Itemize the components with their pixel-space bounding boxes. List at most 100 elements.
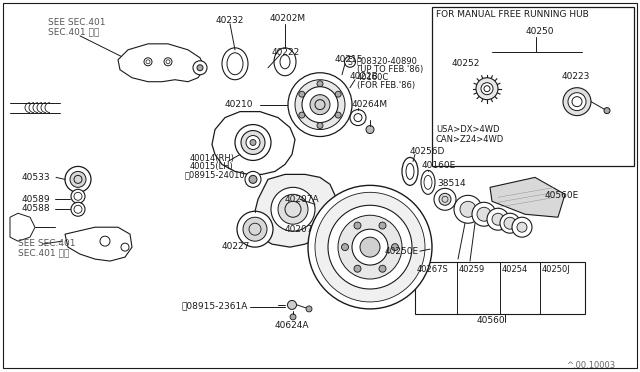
Text: 40589: 40589	[22, 195, 51, 204]
Circle shape	[360, 237, 380, 257]
Circle shape	[71, 189, 85, 203]
Text: 40207: 40207	[285, 225, 314, 234]
Text: FOR MANUAL FREE RUNNING HUB: FOR MANUAL FREE RUNNING HUB	[436, 10, 589, 19]
Circle shape	[278, 194, 308, 224]
Text: 40588: 40588	[22, 204, 51, 213]
Circle shape	[477, 207, 491, 221]
Circle shape	[492, 213, 504, 225]
Text: 40223: 40223	[562, 72, 590, 81]
Circle shape	[249, 175, 257, 183]
Circle shape	[299, 112, 305, 118]
Text: S: S	[347, 58, 352, 67]
Text: SEC.401 参照: SEC.401 参照	[48, 27, 99, 36]
Text: 40015(LH): 40015(LH)	[190, 163, 234, 171]
Circle shape	[317, 122, 323, 129]
Circle shape	[100, 236, 110, 246]
Text: 40250: 40250	[526, 27, 554, 36]
Text: (UP TO FEB.'86): (UP TO FEB.'86)	[357, 65, 423, 74]
Circle shape	[271, 187, 315, 231]
Text: 40250E: 40250E	[385, 247, 419, 256]
Polygon shape	[490, 177, 565, 217]
Circle shape	[354, 265, 361, 272]
Text: 40560: 40560	[477, 316, 506, 325]
Circle shape	[352, 229, 388, 265]
Circle shape	[302, 87, 338, 122]
Circle shape	[193, 61, 207, 75]
Circle shape	[235, 125, 271, 160]
Circle shape	[472, 202, 496, 226]
Text: Ⓢ08320-40890: Ⓢ08320-40890	[357, 57, 418, 66]
Circle shape	[500, 213, 520, 233]
Circle shape	[604, 108, 610, 113]
Text: (FOR FEB.'86): (FOR FEB.'86)	[357, 81, 415, 90]
Circle shape	[335, 112, 341, 118]
Circle shape	[338, 215, 402, 279]
Circle shape	[454, 195, 482, 223]
Circle shape	[243, 217, 267, 241]
Circle shape	[460, 201, 476, 217]
Bar	[415, 262, 585, 314]
Text: 40215: 40215	[335, 55, 364, 64]
Circle shape	[342, 244, 349, 251]
Circle shape	[392, 244, 399, 251]
Circle shape	[71, 202, 85, 216]
Circle shape	[290, 314, 296, 320]
Text: 40160C: 40160C	[357, 73, 389, 82]
Text: 40014(RH): 40014(RH)	[190, 154, 235, 163]
Circle shape	[306, 306, 312, 312]
Text: 40207A: 40207A	[285, 195, 319, 204]
Circle shape	[335, 91, 341, 97]
Circle shape	[434, 188, 456, 210]
Text: 40202M: 40202M	[270, 14, 306, 23]
Text: 40232: 40232	[216, 16, 244, 25]
Circle shape	[476, 78, 498, 100]
Text: SEE SEC.401: SEE SEC.401	[48, 18, 106, 27]
Text: 40210: 40210	[225, 100, 253, 109]
Text: 40264M: 40264M	[352, 100, 388, 109]
Text: 40533: 40533	[22, 173, 51, 182]
Text: USA>DX>4WD: USA>DX>4WD	[436, 125, 499, 134]
Polygon shape	[255, 174, 335, 247]
Circle shape	[241, 131, 265, 154]
Polygon shape	[212, 112, 295, 174]
Text: Ⓦ08915-24010: Ⓦ08915-24010	[185, 170, 246, 179]
Text: ^.00.10003: ^.00.10003	[566, 361, 615, 370]
Circle shape	[487, 208, 509, 230]
Circle shape	[317, 81, 323, 87]
Circle shape	[517, 222, 527, 232]
Polygon shape	[65, 227, 132, 261]
Text: 4022B: 4022B	[350, 72, 379, 81]
Text: 40624A: 40624A	[275, 321, 310, 330]
Circle shape	[315, 192, 425, 302]
Circle shape	[354, 222, 361, 229]
Text: 40252: 40252	[452, 59, 481, 68]
Circle shape	[563, 88, 591, 116]
Ellipse shape	[421, 170, 435, 194]
Circle shape	[237, 211, 273, 247]
Circle shape	[481, 83, 493, 94]
Text: Ⓥ08915-2361A: Ⓥ08915-2361A	[182, 301, 248, 310]
Circle shape	[310, 94, 330, 115]
Bar	[432, 7, 634, 166]
Circle shape	[70, 171, 86, 187]
Circle shape	[246, 135, 260, 150]
Circle shape	[295, 80, 345, 129]
Circle shape	[379, 265, 386, 272]
Circle shape	[439, 193, 451, 205]
Text: 40222: 40222	[272, 48, 300, 57]
Ellipse shape	[402, 157, 418, 185]
Polygon shape	[10, 213, 35, 241]
Text: 40259: 40259	[459, 265, 485, 274]
Circle shape	[328, 205, 412, 289]
Circle shape	[250, 140, 256, 145]
Text: 40254: 40254	[502, 265, 528, 274]
Circle shape	[379, 222, 386, 229]
Polygon shape	[118, 44, 205, 82]
Circle shape	[287, 301, 296, 310]
Text: 40250J: 40250J	[542, 265, 571, 274]
Circle shape	[299, 91, 305, 97]
Circle shape	[288, 73, 352, 137]
Text: 40256D: 40256D	[410, 147, 445, 157]
Text: CAN>Z24>4WD: CAN>Z24>4WD	[436, 135, 504, 144]
Circle shape	[366, 126, 374, 134]
